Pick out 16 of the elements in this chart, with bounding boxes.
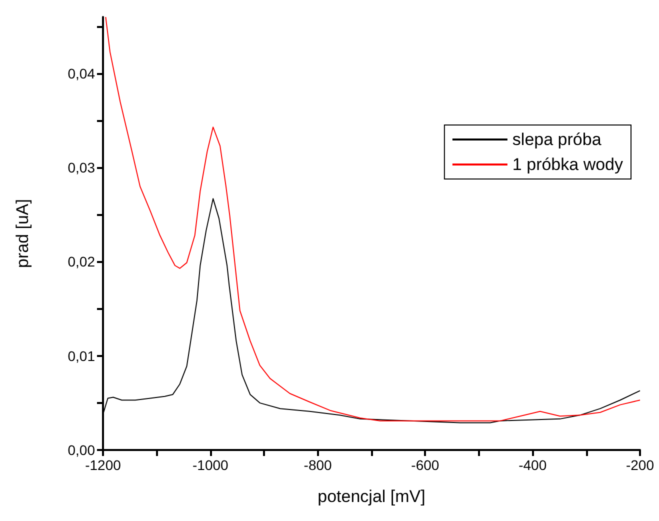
y-tick-label: 0,03	[68, 160, 96, 176]
y-axis-title: prad [uA]	[13, 199, 32, 268]
x-tick-label: -200	[626, 457, 654, 473]
legend-label: slepa próba	[512, 130, 602, 149]
x-tick-label: -400	[518, 457, 547, 473]
x-tick-label: -600	[411, 457, 440, 473]
x-tick-label: -800	[304, 457, 332, 473]
line-series	[105, 16, 640, 422]
y-tick-label: 0,04	[68, 65, 96, 82]
y-tick-label: 0,00	[68, 442, 96, 458]
y-tick-label: 0,02	[68, 254, 96, 270]
x-tick-label: -1200	[85, 457, 122, 473]
legend-label: 1 próbka wody	[512, 155, 624, 174]
x-tick-label: -1000	[192, 457, 229, 473]
x-axis-title: potencjal [mV]	[318, 487, 426, 506]
y-tick-label: 0,01	[68, 348, 96, 364]
